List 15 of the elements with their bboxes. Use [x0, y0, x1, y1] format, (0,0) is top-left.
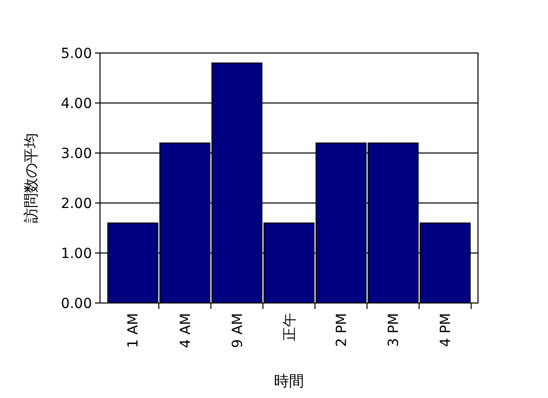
x-tick-label: 正午: [282, 313, 298, 341]
y-tick-label: 4.00: [60, 96, 92, 112]
y-tick-label: 1.00: [60, 246, 92, 262]
x-tick-label: 4 PM: [438, 313, 454, 347]
y-axis-title: 訪問数の平均: [22, 133, 40, 223]
x-tick-label: 1 AM: [126, 313, 142, 348]
y-tick-label: 3.00: [60, 146, 92, 162]
x-tick-label: 2 PM: [334, 313, 350, 347]
y-tick-label: 0.00: [60, 296, 92, 312]
x-axis-title: 時間: [274, 372, 304, 390]
x-tick-label: 4 AM: [178, 313, 194, 348]
y-tick-label: 5.00: [60, 46, 92, 62]
x-tick-label: 9 AM: [230, 313, 246, 348]
x-tick-label: 3 PM: [386, 313, 402, 347]
y-tick-label: 2.00: [60, 196, 92, 212]
